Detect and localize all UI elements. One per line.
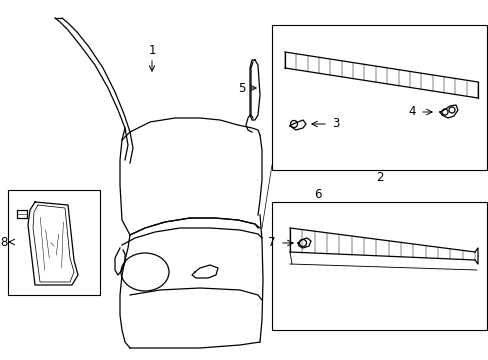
- Text: 3: 3: [332, 117, 339, 130]
- Text: 2: 2: [375, 171, 383, 184]
- Text: 7: 7: [268, 237, 275, 249]
- Text: 6: 6: [314, 189, 321, 202]
- Text: 5: 5: [238, 81, 245, 94]
- Text: 4: 4: [407, 105, 415, 118]
- Bar: [17, 210, 27, 218]
- Text: 8: 8: [0, 235, 8, 248]
- Text: 1: 1: [148, 44, 156, 57]
